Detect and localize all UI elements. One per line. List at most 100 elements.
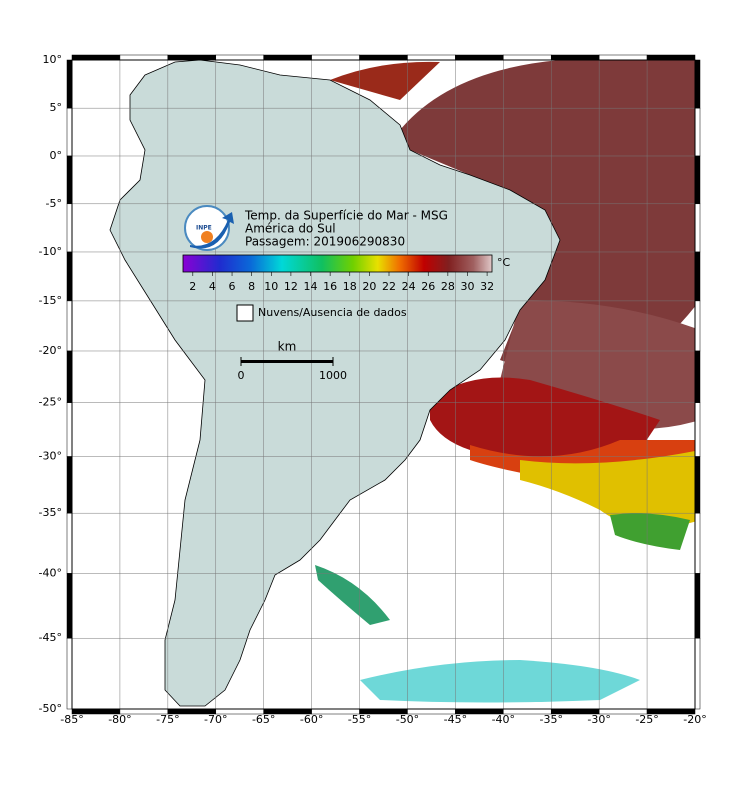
colorbar-unit: °C	[497, 256, 511, 269]
frame-bar	[66, 203, 73, 253]
colorbar-tick-label: 24	[402, 280, 416, 293]
lat-tick-label: -40°	[39, 566, 62, 579]
frame-bar	[66, 456, 73, 514]
frame-bar	[503, 54, 552, 61]
colorbar-tick-label: 4	[209, 280, 216, 293]
frame-bar	[694, 59, 701, 109]
logo-sun	[201, 231, 213, 243]
frame-bar	[66, 251, 73, 302]
frame-bar	[66, 512, 73, 574]
lon-tick-label: -40°	[492, 713, 515, 726]
lat-tick-label: -35°	[39, 506, 62, 519]
frame-bar	[694, 203, 701, 253]
frame-bar	[694, 251, 701, 302]
frame-bar	[119, 54, 169, 61]
frame-bar	[694, 300, 701, 352]
frame-bar	[66, 300, 73, 352]
legend-swatch	[236, 304, 254, 322]
lat-tick-label: -30°	[39, 450, 62, 463]
lon-tick-label: -80°	[108, 713, 131, 726]
frame-bar	[66, 107, 73, 157]
colorbar-tick-label: 30	[460, 280, 474, 293]
lat-tick-label: 5°	[50, 101, 63, 114]
lon-tick-label: -30°	[587, 713, 610, 726]
frame-bar	[66, 350, 73, 403]
frame-bar	[66, 402, 73, 457]
lon-tick-label: -50°	[396, 713, 419, 726]
map-title: Temp. da Superfície do Mar - MSG	[244, 209, 448, 223]
map-border	[71, 59, 696, 710]
frame-bar	[66, 637, 73, 710]
lat-tick-label: -45°	[39, 631, 62, 644]
frame	[66, 54, 701, 715]
frame-bar	[694, 155, 701, 205]
colorbar-tick-label: 2	[189, 280, 196, 293]
colorbar-tick-label: 8	[248, 280, 255, 293]
frame-bar	[167, 54, 217, 61]
frame-bar	[694, 402, 701, 457]
lat-tick-label: -25°	[39, 396, 62, 409]
logo-arrow	[190, 212, 234, 249]
frame-bar	[359, 54, 408, 61]
scale-bar: 0 1000	[238, 357, 347, 382]
legend-label: Nuvens/Ausencia de dados	[258, 306, 407, 319]
colorbar-tick-label: 20	[362, 280, 376, 293]
frame-bar	[694, 637, 701, 710]
pass-time: Passagem: 201906290830	[245, 235, 405, 249]
colorbar-ticks: 2 4 6 8 10 12 14 16 18 20 22 24 26 28 30 32	[189, 272, 494, 293]
scale-unit: km	[278, 340, 297, 354]
frame-bar	[694, 107, 701, 157]
frame-bar	[694, 512, 701, 574]
lon-tick-label: -85°	[60, 713, 83, 726]
colorbar-tick-label: 6	[229, 280, 236, 293]
lon-tick-label: -20°	[683, 713, 706, 726]
scale-tick-label: 1000	[319, 369, 347, 382]
frame-bar	[598, 54, 648, 61]
lat-tick-label: 10°	[43, 53, 63, 66]
colorbar-tick-label: 16	[323, 280, 337, 293]
frame-bar	[694, 573, 701, 639]
scale-bar-body	[241, 360, 333, 363]
lon-tick-label: -60°	[300, 713, 323, 726]
frame-bar	[455, 54, 504, 61]
lon-tick-label: -65°	[252, 713, 275, 726]
sst-field	[315, 60, 695, 703]
colorbar-tick-label: 26	[421, 280, 435, 293]
scale-tick-label: 0	[238, 369, 245, 382]
colorbar-tick-label: 32	[480, 280, 494, 293]
lat-tick-label: -5°	[46, 197, 62, 210]
frame-bar	[311, 54, 360, 61]
lon-tick-label: -25°	[635, 713, 658, 726]
frame-bar	[407, 54, 456, 61]
colorbar	[182, 254, 493, 273]
map-region: América do Sul	[245, 222, 336, 236]
colorbar-tick-label: 12	[284, 280, 298, 293]
frame-bar	[215, 54, 264, 61]
frame-bar	[694, 456, 701, 514]
frame-bar	[263, 54, 312, 61]
frame-bar	[66, 155, 73, 205]
frame-bar	[66, 573, 73, 639]
lon-tick-label: -55°	[348, 713, 371, 726]
colorbar-tick-label: 18	[343, 280, 357, 293]
frame-bar	[646, 54, 696, 61]
colorbar-tick-label: 14	[304, 280, 318, 293]
frame-bar	[550, 54, 600, 61]
frame-bar	[66, 59, 73, 109]
colorbar-tick-label: 10	[264, 280, 278, 293]
lon-tick-label: -70°	[204, 713, 227, 726]
colorbar-tick-label: 22	[382, 280, 396, 293]
lat-tick-label: -15°	[39, 294, 62, 307]
lat-tick-label: -10°	[39, 245, 62, 258]
lon-tick-label: -35°	[539, 713, 562, 726]
frame-bar	[694, 350, 701, 403]
colorbar-tick-label: 28	[441, 280, 455, 293]
frame-bar	[71, 54, 121, 61]
logo-text: INPE	[196, 225, 212, 232]
lon-tick-label: -45°	[444, 713, 467, 726]
lon-tick-label: -75°	[156, 713, 179, 726]
lat-tick-label: -20°	[39, 344, 62, 357]
lat-tick-label: 0°	[50, 149, 63, 162]
lat-tick-label: -50°	[39, 702, 62, 715]
